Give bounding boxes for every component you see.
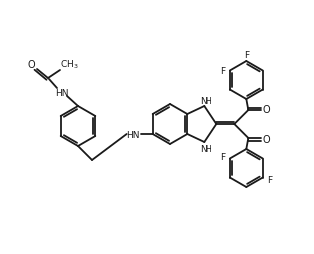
Text: F: F bbox=[244, 50, 249, 59]
Text: F: F bbox=[220, 67, 225, 76]
Text: N: N bbox=[200, 96, 207, 105]
Text: CH$_3$: CH$_3$ bbox=[60, 58, 78, 71]
Text: F: F bbox=[267, 175, 272, 184]
Text: F: F bbox=[220, 152, 225, 161]
Text: H: H bbox=[205, 96, 211, 105]
Text: H: H bbox=[205, 144, 211, 153]
Text: O: O bbox=[263, 134, 270, 145]
Text: O: O bbox=[27, 60, 35, 70]
Text: O: O bbox=[263, 105, 270, 115]
Text: HN: HN bbox=[126, 130, 139, 139]
Text: N: N bbox=[200, 144, 207, 153]
Text: HN: HN bbox=[55, 88, 69, 97]
